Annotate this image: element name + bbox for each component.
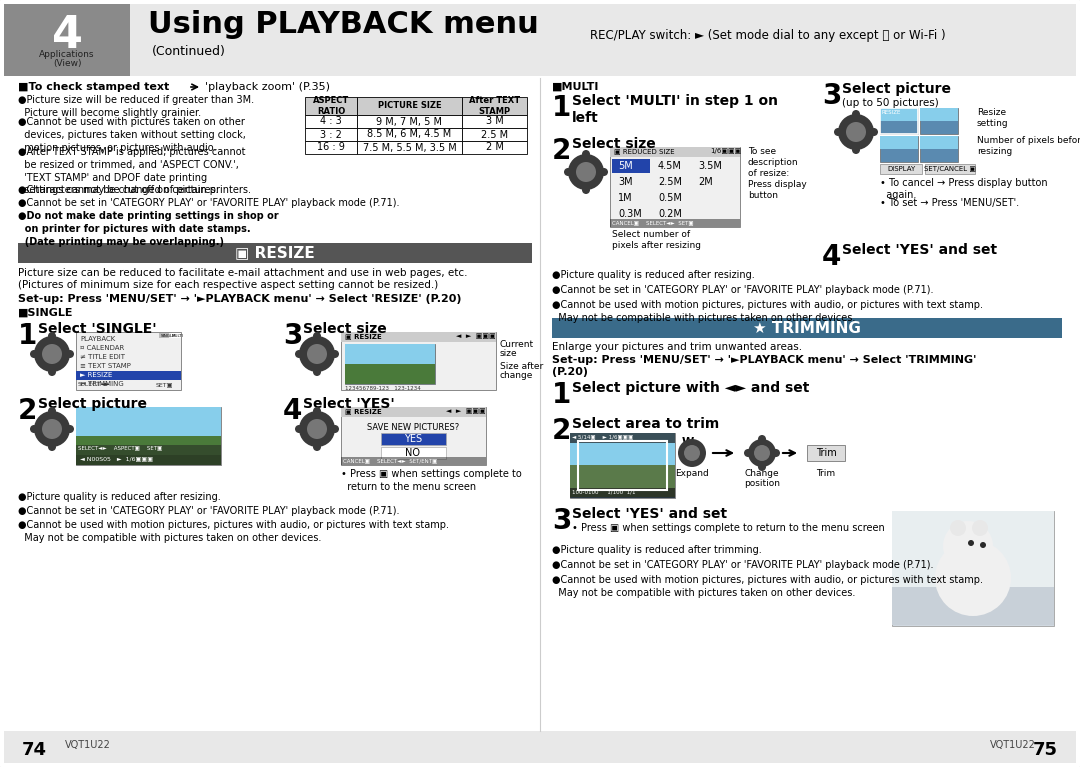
Text: Select 'YES': Select 'YES' (303, 397, 395, 411)
Text: 1: 1 (552, 381, 571, 409)
Text: After TEXT
STAMP: After TEXT STAMP (469, 97, 521, 116)
Bar (345, 364, 435, 384)
Circle shape (48, 407, 56, 415)
Text: 5M: 5M (618, 161, 633, 171)
Text: ► RESIZE: ► RESIZE (80, 372, 112, 378)
Circle shape (295, 350, 303, 358)
Text: 0.5M: 0.5M (658, 193, 681, 203)
Circle shape (758, 463, 766, 471)
Text: ●Cannot be set in 'CATEGORY PLAY' or 'FAVORITE PLAY' playback mode (P.71).: ●Cannot be set in 'CATEGORY PLAY' or 'FA… (552, 560, 933, 570)
Text: ●Picture quality is reduced after resizing.: ●Picture quality is reduced after resizi… (552, 270, 755, 280)
Circle shape (313, 368, 321, 376)
Bar (610, 219, 740, 227)
Text: 2 M: 2 M (486, 143, 503, 153)
Bar (880, 108, 918, 134)
Bar (341, 407, 486, 465)
Circle shape (313, 443, 321, 451)
Bar (18, 243, 532, 263)
Text: MULTI: MULTI (172, 334, 184, 338)
Circle shape (564, 168, 572, 176)
Text: 1: 1 (18, 322, 37, 350)
Text: ▣ RESIZE: ▣ RESIZE (235, 245, 315, 261)
Text: W: W (681, 437, 694, 447)
Bar (305, 97, 357, 115)
Circle shape (838, 114, 874, 150)
Text: 74: 74 (22, 741, 48, 759)
Text: 1: 1 (552, 94, 571, 122)
Text: 3: 3 (283, 322, 302, 350)
Text: • To cancel → Press display button
  again.: • To cancel → Press display button again… (880, 178, 1048, 200)
Text: Trim: Trim (815, 448, 836, 458)
Bar (924, 164, 975, 174)
Circle shape (313, 407, 321, 415)
Text: SELECT◄►: SELECT◄► (78, 382, 111, 387)
Text: 1M: 1M (618, 193, 633, 203)
Circle shape (299, 411, 335, 447)
Text: ¤ CALENDAR: ¤ CALENDAR (80, 345, 124, 351)
Bar (552, 318, 1062, 338)
Bar (462, 128, 527, 141)
Text: (P.20): (P.20) (552, 367, 588, 377)
Text: ●Picture quality is reduced after trimming.: ●Picture quality is reduced after trimmi… (552, 545, 761, 555)
Text: Set-up: Press 'MENU/SET' → '►PLAYBACK menu' → Select 'TRIMMING': Set-up: Press 'MENU/SET' → '►PLAYBACK me… (552, 355, 976, 365)
Text: (up to 50 pictures): (up to 50 pictures) (842, 98, 939, 108)
Circle shape (48, 332, 56, 340)
Text: ◄ 5/14▣    ► 1/6▣▣▣: ◄ 5/14▣ ► 1/6▣▣▣ (572, 434, 633, 439)
Text: 2: 2 (18, 397, 38, 425)
Text: 0.3M: 0.3M (618, 209, 642, 219)
Text: Resize
setting: Resize setting (977, 108, 1009, 128)
Bar (4, 4, 1076, 76)
Text: ◄ N00S05   ►  1/6▣▣▣: ◄ N00S05 ► 1/6▣▣▣ (80, 456, 153, 461)
Text: ≡ TEXT STAMP: ≡ TEXT STAMP (80, 363, 131, 369)
Circle shape (870, 128, 878, 136)
Text: To see
description
of resize:
Press display
button: To see description of resize: Press disp… (748, 147, 807, 200)
Text: SET/CANCEL ▣: SET/CANCEL ▣ (924, 166, 976, 172)
Bar (880, 136, 918, 149)
Text: ★ TRIMMING: ★ TRIMMING (753, 321, 861, 335)
Text: ▣ RESIZE: ▣ RESIZE (345, 333, 381, 339)
Bar (570, 488, 675, 498)
Text: Using PLAYBACK menu: Using PLAYBACK menu (148, 10, 539, 39)
Text: change: change (500, 371, 534, 380)
Bar (76, 455, 221, 465)
Text: ■To check stamped text: ■To check stamped text (18, 82, 170, 92)
Text: 3.5M: 3.5M (698, 161, 721, 171)
Text: ●After TEXT STAMP is applied, pictures cannot
  be resized or trimmed, and 'ASPE: ●After TEXT STAMP is applied, pictures c… (18, 147, 245, 196)
Bar (357, 141, 462, 154)
Bar (357, 128, 462, 141)
Circle shape (307, 344, 327, 364)
Text: (Pictures of minimum size for each respective aspect setting cannot be resized.): (Pictures of minimum size for each respe… (18, 280, 438, 290)
Text: (Continued): (Continued) (152, 45, 226, 58)
Text: ●Cannot be used with motion pictures, pictures with audio, or pictures with text: ●Cannot be used with motion pictures, pi… (18, 520, 449, 543)
Text: ▣ RESIZE: ▣ RESIZE (345, 408, 381, 414)
Text: ●Picture size will be reduced if greater than 3M.
  Picture will become slightly: ●Picture size will be reduced if greater… (18, 95, 254, 118)
Bar (76, 407, 221, 465)
Bar (130, 4, 1076, 76)
Text: Enlarge your pictures and trim unwanted areas.: Enlarge your pictures and trim unwanted … (552, 342, 802, 352)
Circle shape (330, 350, 339, 358)
Circle shape (30, 350, 38, 358)
Text: ■SINGLE: ■SINGLE (18, 308, 73, 318)
Circle shape (678, 439, 706, 467)
Bar (345, 344, 435, 364)
Text: Expand: Expand (675, 469, 708, 478)
Bar (570, 433, 675, 465)
Text: Set-up: Press 'MENU/SET' → '►PLAYBACK menu' → Select 'RESIZE' (P.20): Set-up: Press 'MENU/SET' → '►PLAYBACK me… (18, 294, 461, 304)
Text: 0.2M: 0.2M (658, 209, 681, 219)
Text: PLAYBACK: PLAYBACK (80, 336, 116, 342)
Circle shape (744, 449, 752, 457)
Text: Select 'SINGLE': Select 'SINGLE' (38, 322, 157, 336)
Circle shape (754, 445, 770, 461)
Circle shape (582, 150, 590, 158)
Text: • To set → Press 'MENU/SET'.: • To set → Press 'MENU/SET'. (880, 198, 1020, 208)
Text: • Press ▣ when settings complete to return to the menu screen: • Press ▣ when settings complete to retu… (572, 523, 885, 533)
Bar (76, 407, 221, 436)
Text: ◄  ►  ▣▣▣: ◄ ► ▣▣▣ (446, 408, 486, 414)
Circle shape (972, 520, 988, 536)
Bar (305, 115, 357, 128)
Text: 2: 2 (552, 417, 571, 445)
Text: 3M: 3M (618, 177, 633, 187)
Bar (880, 136, 918, 162)
Text: ●Cannot be set in 'CATEGORY PLAY' or 'FAVORITE PLAY' playback mode (P.71).: ●Cannot be set in 'CATEGORY PLAY' or 'FA… (18, 198, 400, 208)
